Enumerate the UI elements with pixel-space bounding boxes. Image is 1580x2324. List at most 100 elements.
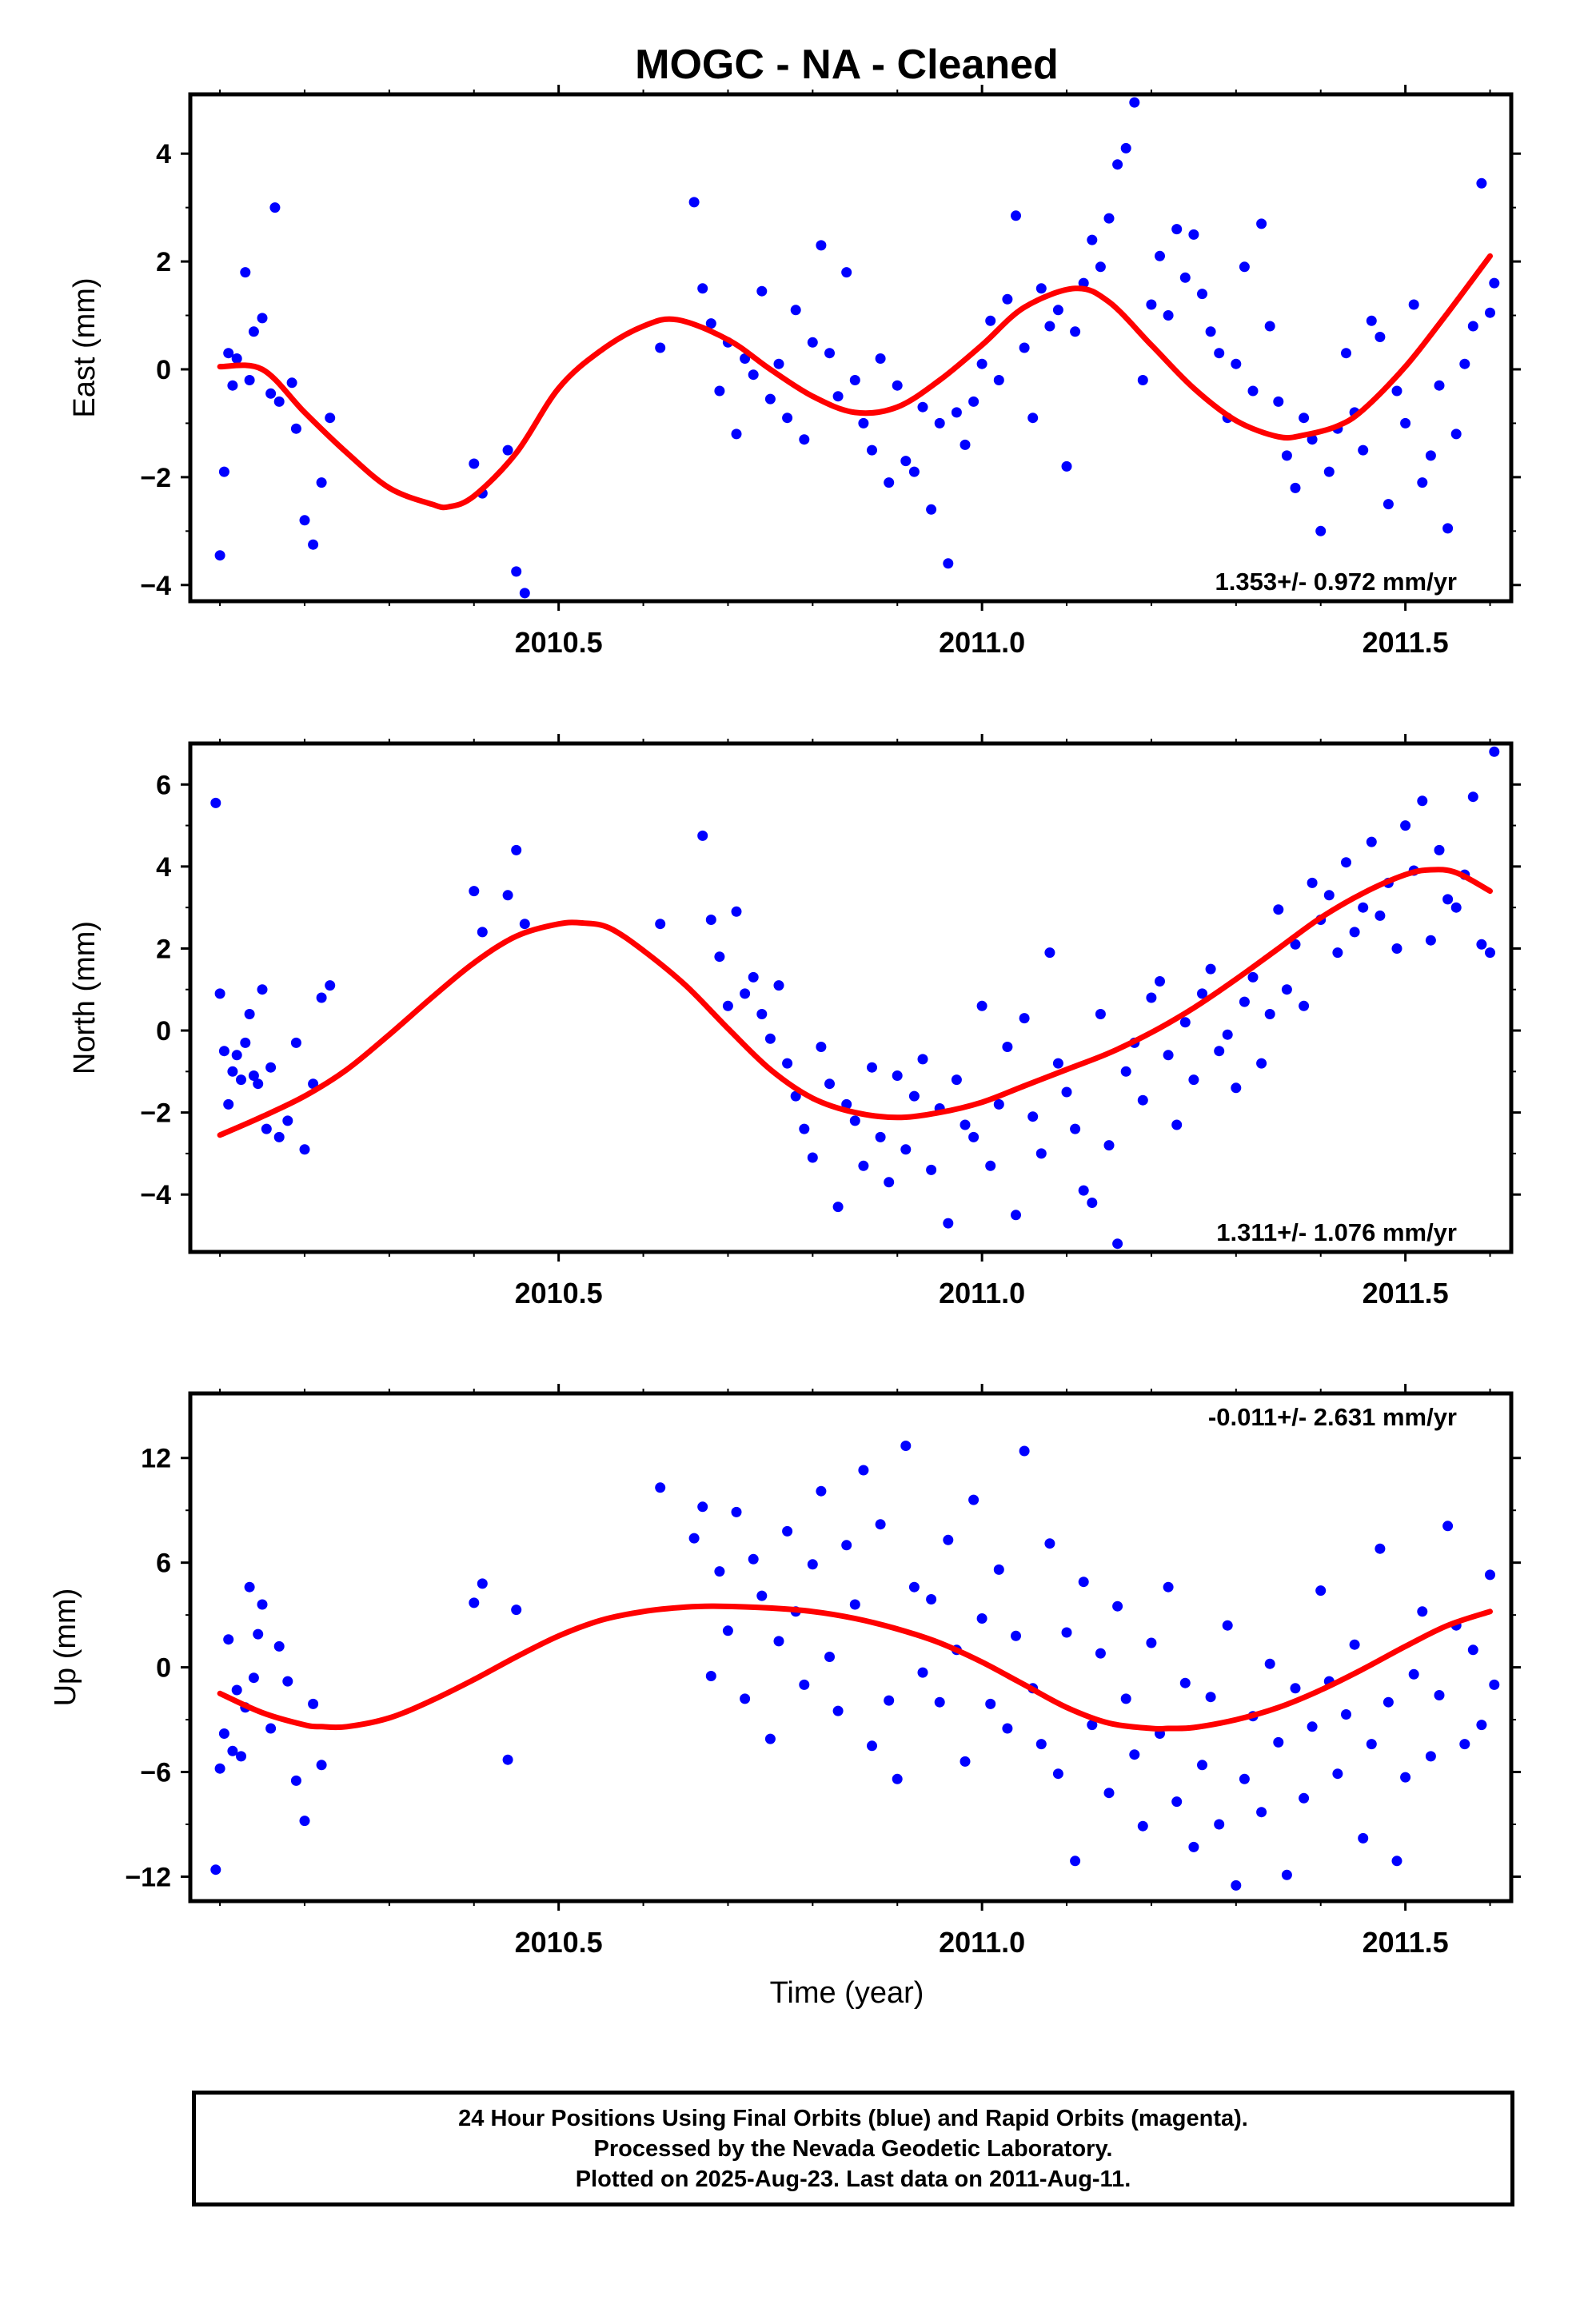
- data-point: [1400, 417, 1411, 429]
- data-point: [756, 1009, 768, 1019]
- data-point: [1129, 1749, 1140, 1760]
- data-point: [1341, 1709, 1351, 1720]
- data-point: [316, 1760, 327, 1771]
- data-point: [257, 984, 268, 995]
- data-point: [244, 375, 255, 385]
- data-point: [1027, 413, 1039, 424]
- data-point: [248, 326, 259, 337]
- data-point: [908, 1090, 920, 1102]
- panel-east: −4 −2 0 2 4 2010.5 2011.0 2011.5 East (mm) 1.353+…: [68, 85, 1521, 659]
- plot-frame-up: [188, 1391, 1514, 1903]
- rate-label-east: 1.353+/- 0.972 mm/yr: [1215, 568, 1457, 596]
- data-point: [1214, 1819, 1225, 1830]
- data-point: [469, 1597, 480, 1608]
- data-point: [477, 1578, 488, 1589]
- data-point: [1137, 1094, 1148, 1106]
- data-point: [223, 348, 234, 359]
- data-point: [867, 1062, 877, 1073]
- data-point: [1485, 1569, 1495, 1581]
- data-point: [1382, 499, 1394, 510]
- data-point: [908, 466, 920, 477]
- data-point: [951, 407, 962, 418]
- data-point: [1163, 1581, 1174, 1593]
- data-point: [1052, 305, 1063, 316]
- data-point: [265, 1062, 277, 1073]
- data-point: [308, 1698, 319, 1709]
- panels-group: −4 −2 0 2 4 2010.5 2011.0 2011.5 East (mm) 1.353+…: [49, 85, 1521, 1959]
- data-point: [1179, 1677, 1191, 1688]
- data-point: [1137, 1820, 1148, 1832]
- data-point: [1476, 939, 1487, 950]
- y-tick-label-north: 6: [156, 770, 171, 800]
- data-point: [1489, 746, 1500, 757]
- data-point: [1323, 890, 1335, 901]
- data-point: [1264, 1009, 1275, 1019]
- data-point: [1002, 1723, 1013, 1734]
- data-point: [218, 1728, 229, 1739]
- data-point: [993, 1098, 1004, 1110]
- data-point: [1027, 1111, 1039, 1122]
- data-point: [1273, 1736, 1284, 1748]
- data-point: [849, 1599, 860, 1610]
- data-point: [231, 1050, 242, 1061]
- data-point: [1120, 1066, 1131, 1077]
- data-point: [1002, 293, 1013, 305]
- data-point: [1095, 261, 1106, 273]
- data-point: [1281, 450, 1292, 461]
- data-point: [1112, 159, 1123, 170]
- data-point: [227, 1745, 238, 1756]
- data-point: [308, 1078, 319, 1090]
- data-point: [782, 413, 793, 424]
- data-point: [469, 886, 480, 897]
- plot-frame-east: [188, 92, 1514, 604]
- data-point: [1273, 396, 1284, 407]
- data-point: [1299, 413, 1310, 424]
- fit-curve-up: [217, 1603, 1493, 1732]
- data-point: [917, 1667, 928, 1678]
- data-point: [325, 980, 336, 991]
- data-point: [1112, 1238, 1123, 1250]
- data-point: [1112, 1600, 1123, 1612]
- data-point: [1095, 1648, 1106, 1659]
- data-point: [1489, 277, 1500, 289]
- data-point: [1391, 1856, 1402, 1867]
- data-point: [1299, 1000, 1310, 1011]
- data-point: [740, 988, 751, 999]
- data-point: [1222, 1029, 1233, 1040]
- data-point: [849, 1115, 860, 1126]
- data-point: [892, 1773, 903, 1784]
- plot-area-north: [210, 746, 1500, 1250]
- data-point: [816, 1485, 827, 1497]
- data-point: [858, 1465, 869, 1476]
- fit-curve-east: [217, 253, 1493, 511]
- data-point: [477, 927, 488, 938]
- footer-line-processed: Processed by the Nevada Geodetic Laborat…: [593, 2135, 1113, 2162]
- data-point: [731, 429, 742, 440]
- data-point: [1035, 283, 1047, 294]
- data-point: [265, 1723, 277, 1734]
- data-point: [1366, 836, 1377, 847]
- data-point: [1146, 1637, 1157, 1648]
- data-point: [1171, 1119, 1183, 1130]
- data-point: [502, 1754, 513, 1765]
- data-point: [1231, 1880, 1242, 1891]
- x-tick-label-north: 2010.5: [515, 1277, 603, 1309]
- data-point: [1061, 1627, 1072, 1638]
- data-point: [832, 1202, 844, 1213]
- data-point: [1095, 1009, 1106, 1019]
- fit-curve-north: [217, 867, 1493, 1138]
- data-point: [1129, 97, 1140, 108]
- data-point: [1256, 218, 1267, 229]
- data-point: [214, 988, 225, 999]
- data-point: [807, 1559, 818, 1570]
- data-point: [1188, 1841, 1199, 1852]
- data-point: [1188, 1074, 1199, 1086]
- data-point: [1467, 791, 1478, 803]
- data-point: [858, 417, 869, 429]
- panel-north: −4 −2 0 2 4 6 2010.5 2011.0 2011.5 North (mm) 1.31…: [68, 734, 1521, 1309]
- plot-frame-north: [188, 741, 1514, 1254]
- data-point: [1323, 466, 1335, 477]
- data-point: [1459, 1739, 1470, 1750]
- y-tick-label-east: 0: [156, 355, 171, 385]
- data-point: [1358, 444, 1369, 456]
